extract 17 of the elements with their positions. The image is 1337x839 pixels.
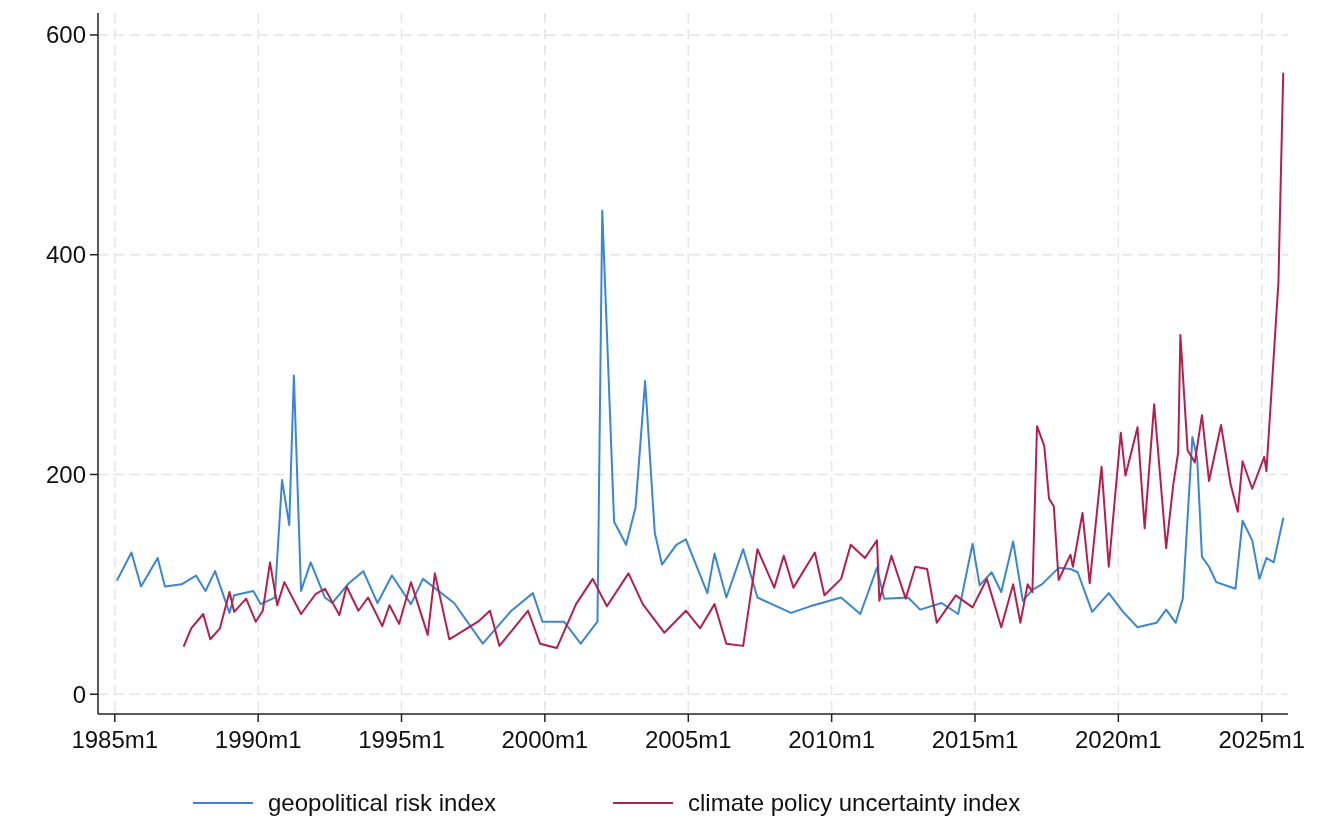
x-tick-label: 1990m1: [214, 726, 302, 753]
x-tick-label: 1985m1: [71, 726, 159, 753]
y-tick-label: 600: [45, 21, 86, 49]
legend-label: geopolitical risk index: [268, 789, 497, 817]
line-series: [116, 209, 1285, 645]
x-tick-label: 2025m1: [1218, 726, 1306, 753]
y-tick-label: 200: [45, 460, 86, 488]
line-series: [182, 72, 1285, 650]
x-tick-label: 2005m1: [644, 726, 732, 753]
y-tick-label: 400: [45, 241, 86, 269]
x-tick-label: 2010m1: [788, 726, 876, 753]
legend-label: climate policy uncertainty index: [688, 789, 1021, 817]
y-tick-label: 0: [72, 680, 86, 708]
x-tick-label: 2000m1: [501, 726, 589, 753]
x-tick-label: 2020m1: [1074, 726, 1162, 753]
x-tick-label: 1995m1: [358, 726, 445, 753]
x-tick-label: 2015m1: [931, 726, 1019, 753]
